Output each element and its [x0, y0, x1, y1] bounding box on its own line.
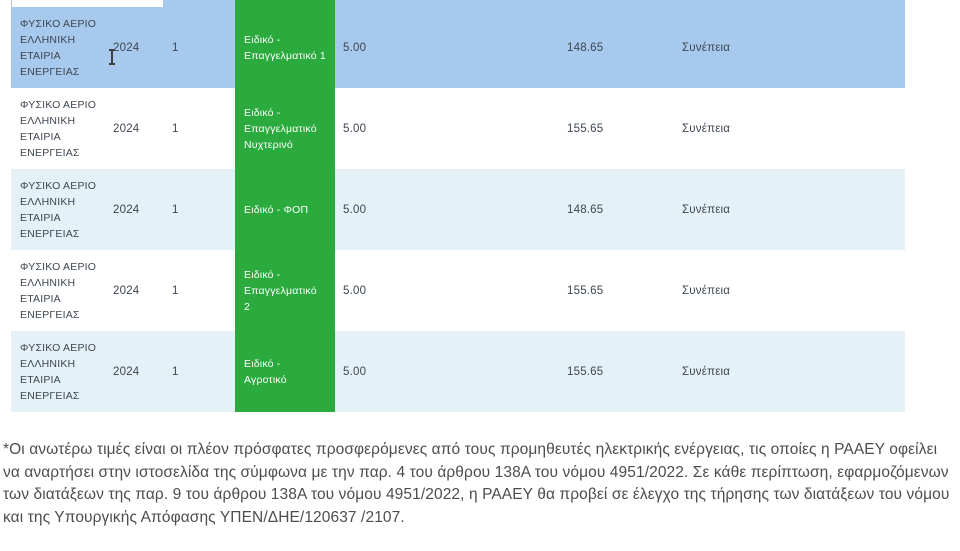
price-cell: 155.65 — [567, 365, 604, 378]
provider-cell: ΦΥΣΙΚΟ ΑΕΡΙΟ ΕΛΛΗΝΙΚΗ ΕΤΑΙΡΙΑ ΕΝΕΡΓΕΙΑΣ — [20, 179, 97, 240]
year-cell: 2024 — [113, 284, 140, 297]
price-cell: 148.65 — [567, 203, 604, 216]
year-cell: 2024 — [113, 41, 140, 54]
table-left-border — [11, 0, 12, 7]
provider-cell: ΦΥΣΙΚΟ ΑΕΡΙΟ ΕΛΛΗΝΙΚΗ ΕΤΑΙΡΙΑ ΕΝΕΡΓΕΙΑΣ — [20, 341, 97, 402]
status-cell: Συνέπεια — [682, 41, 731, 54]
table-row[interactable]: ΦΥΣΙΚΟ ΑΕΡΙΟ ΕΛΛΗΝΙΚΗ ΕΤΑΙΡΙΑ ΕΝΕΡΓΕΙΑΣ … — [11, 331, 905, 412]
partial-tariff-cell — [235, 0, 335, 7]
month-cell: 1 — [172, 41, 179, 54]
price-cell: 148.65 — [567, 41, 604, 54]
tariff-table: ΦΥΣΙΚΟ ΑΕΡΙΟ ΕΛΛΗΝΙΚΗ ΕΤΑΙΡΙΑ ΕΝΕΡΓΕΙΑΣ … — [11, 0, 905, 412]
fixed-charge-cell: 5.00 — [343, 365, 367, 378]
provider-cell: ΦΥΣΙΚΟ ΑΕΡΙΟ ΕΛΛΗΝΙΚΗ ΕΤΑΙΡΙΑ ΕΝΕΡΓΕΙΑΣ — [20, 98, 97, 159]
status-cell: Συνέπεια — [682, 284, 731, 297]
month-cell: 1 — [172, 365, 179, 378]
tariff-cell: Ειδικό - ΦΟΠ — [235, 169, 335, 250]
tariff-cell: Ειδικό - Επαγγελματικό 1 — [235, 7, 335, 88]
provider-cell: ΦΥΣΙΚΟ ΑΕΡΙΟ ΕΛΛΗΝΙΚΗ ΕΤΑΙΡΙΑ ΕΝΕΡΓΕΙΑΣ — [20, 260, 97, 321]
table-row[interactable]: ΦΥΣΙΚΟ ΑΕΡΙΟ ΕΛΛΗΝΙΚΗ ΕΤΑΙΡΙΑ ΕΝΕΡΓΕΙΑΣ … — [11, 169, 905, 250]
month-cell: 1 — [172, 284, 179, 297]
status-cell: Συνέπεια — [682, 122, 731, 135]
fixed-charge-cell: 5.00 — [343, 122, 367, 135]
text-cursor-icon — [108, 49, 116, 65]
table-row-partial — [11, 0, 905, 7]
provider-cell: ΦΥΣΙΚΟ ΑΕΡΙΟ ΕΛΛΗΝΙΚΗ ΕΤΑΙΡΙΑ ΕΝΕΡΓΕΙΑΣ — [20, 17, 97, 78]
fixed-charge-cell: 5.00 — [343, 203, 367, 216]
partial-row-background — [163, 0, 905, 7]
tariff-cell: Ειδικό - Επαγγελματικό Νυχτερινό — [235, 88, 335, 169]
fixed-charge-cell: 5.00 — [343, 41, 367, 54]
status-cell: Συνέπεια — [682, 203, 731, 216]
table-row[interactable]: ΦΥΣΙΚΟ ΑΕΡΙΟ ΕΛΛΗΝΙΚΗ ΕΤΑΙΡΙΑ ΕΝΕΡΓΕΙΑΣ … — [11, 250, 905, 331]
price-cell: 155.65 — [567, 284, 604, 297]
month-cell: 1 — [172, 203, 179, 216]
year-cell: 2024 — [113, 122, 140, 135]
price-cell: 155.65 — [567, 122, 604, 135]
fixed-charge-cell: 5.00 — [343, 284, 367, 297]
tariff-cell: Ειδικό - Αγροτικό — [235, 331, 335, 412]
table-row[interactable]: ΦΥΣΙΚΟ ΑΕΡΙΟ ΕΛΛΗΝΙΚΗ ΕΤΑΙΡΙΑ ΕΝΕΡΓΕΙΑΣ … — [11, 88, 905, 169]
month-cell: 1 — [172, 122, 179, 135]
status-cell: Συνέπεια — [682, 365, 731, 378]
footnote-text: *Οι ανωτέρω τιμές είναι οι πλέον πρόσφατ… — [3, 441, 950, 526]
year-cell: 2024 — [113, 203, 140, 216]
year-cell: 2024 — [113, 365, 140, 378]
table-row[interactable]: ΦΥΣΙΚΟ ΑΕΡΙΟ ΕΛΛΗΝΙΚΗ ΕΤΑΙΡΙΑ ΕΝΕΡΓΕΙΑΣ … — [11, 7, 905, 88]
tariff-cell: Ειδικό - Επαγγελματικό 2 — [235, 250, 335, 331]
